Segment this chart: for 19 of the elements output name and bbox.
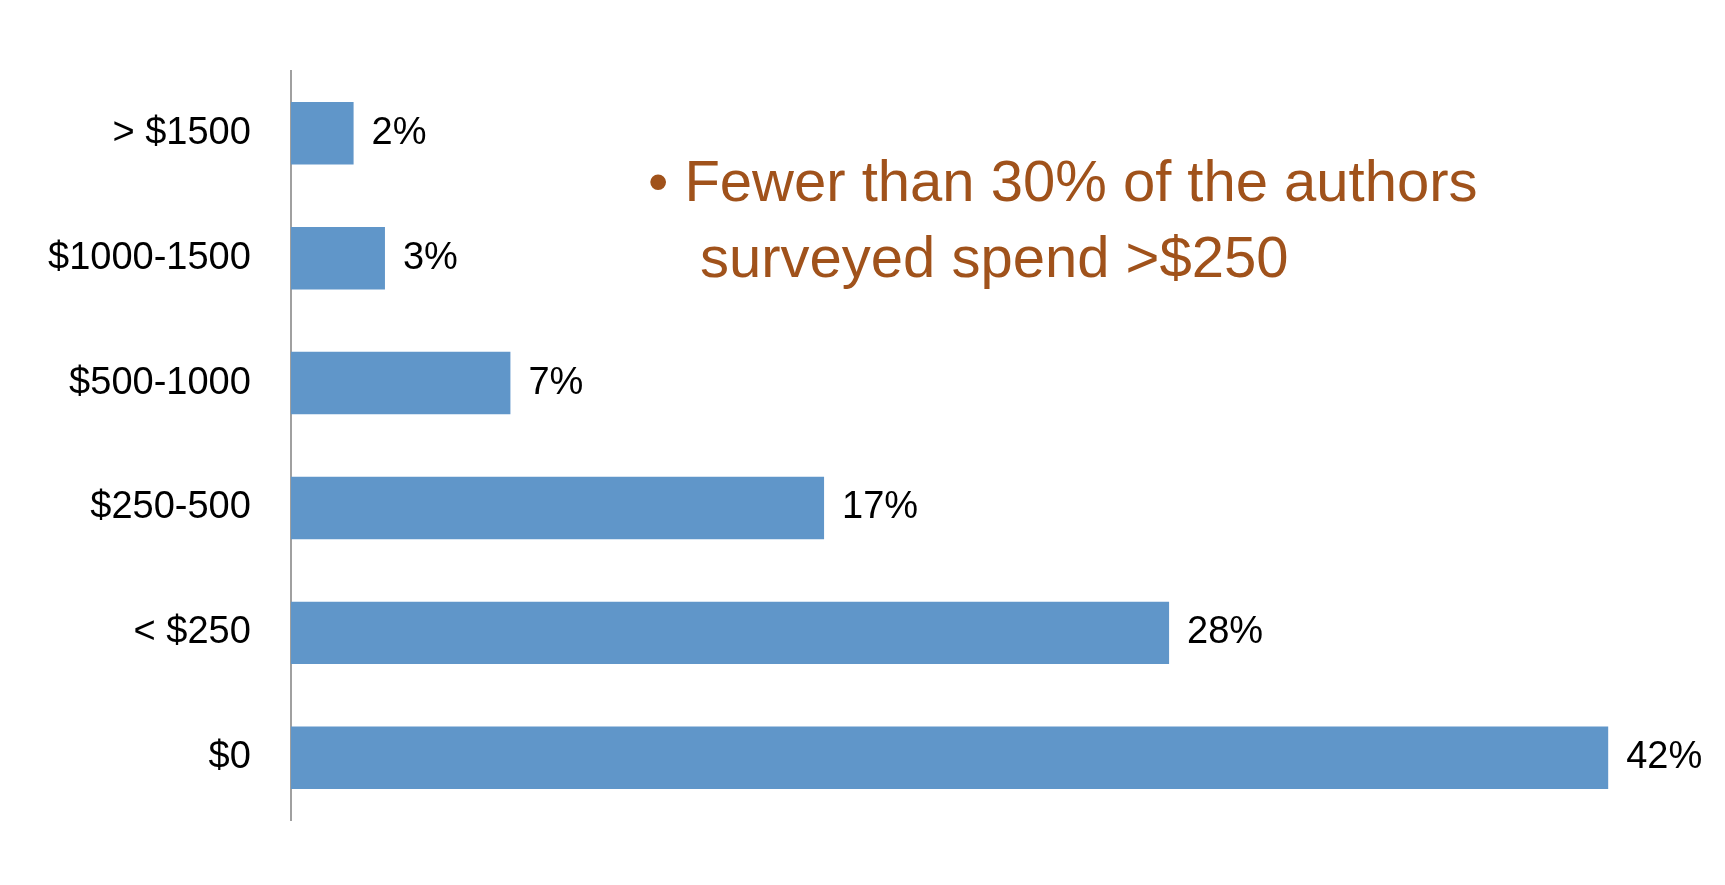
bar <box>290 601 1170 665</box>
data-label: 42% <box>1626 734 1703 777</box>
data-label: 28% <box>1187 609 1264 652</box>
data-label: 3% <box>402 234 458 277</box>
y-tick-label: > $1500 <box>112 109 251 152</box>
data-label: 17% <box>842 484 919 527</box>
y-tick-label: < $250 <box>133 609 251 652</box>
bar <box>290 226 385 290</box>
bar <box>290 476 825 540</box>
data-label: 2% <box>371 109 427 152</box>
bar <box>290 102 354 165</box>
bar <box>290 726 1609 789</box>
y-tick-label: $500-1000 <box>69 359 251 402</box>
annotation: • Fewer than 30% of the authors surveyed spend >$250 <box>648 148 1478 289</box>
y-tick-label: $1000-1500 <box>48 234 251 277</box>
y-tick-label: $250-500 <box>90 484 251 527</box>
bar <box>290 351 511 415</box>
data-label: 7% <box>528 359 584 402</box>
y-tick-label: $0 <box>208 734 251 777</box>
